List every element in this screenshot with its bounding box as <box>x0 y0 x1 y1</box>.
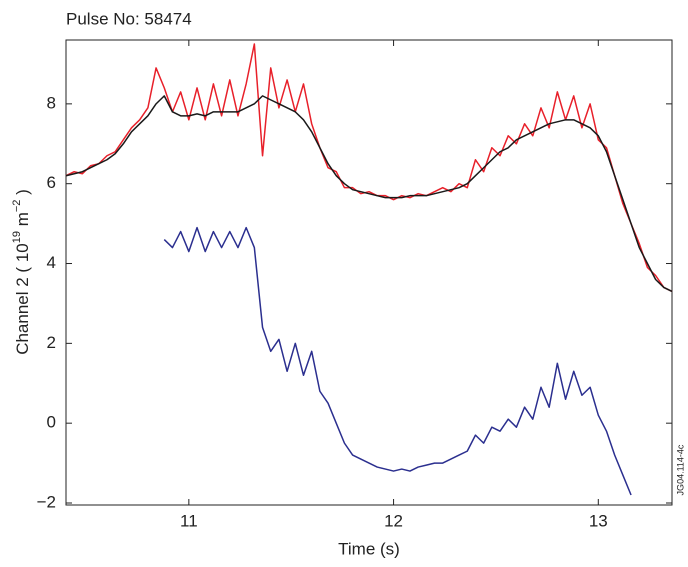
y-axis-label: Channel 2 ( 1019 m−2 ) <box>11 189 33 355</box>
y-label-part: ) <box>13 189 32 199</box>
y-tick-label: 8 <box>47 93 56 112</box>
annotation: JG04.114-4c <box>675 444 685 495</box>
y-tick-label: 6 <box>47 173 56 192</box>
series-line <box>163 226 632 496</box>
y-label-part: Channel 2 ( 10 <box>13 243 32 355</box>
y-tick-label: −2 <box>37 492 56 511</box>
x-tick-label: 12 <box>384 511 403 530</box>
x-tick-label: 11 <box>180 511 198 530</box>
y-tick-label: 4 <box>47 253 56 272</box>
y-tick-label: 2 <box>47 333 56 352</box>
x-tick-label: 13 <box>589 511 608 530</box>
series-line <box>65 95 673 293</box>
y-label-sup: −2 <box>11 200 23 213</box>
y-label-sup: 19 <box>11 231 23 243</box>
x-axis-label: Time (s) <box>338 539 400 558</box>
series-line <box>65 43 673 293</box>
plot-frame <box>65 39 673 506</box>
chart-title: Pulse No: 58474 <box>66 9 192 28</box>
y-tick-label: 0 <box>47 413 56 432</box>
y-label-part: m <box>13 212 32 231</box>
